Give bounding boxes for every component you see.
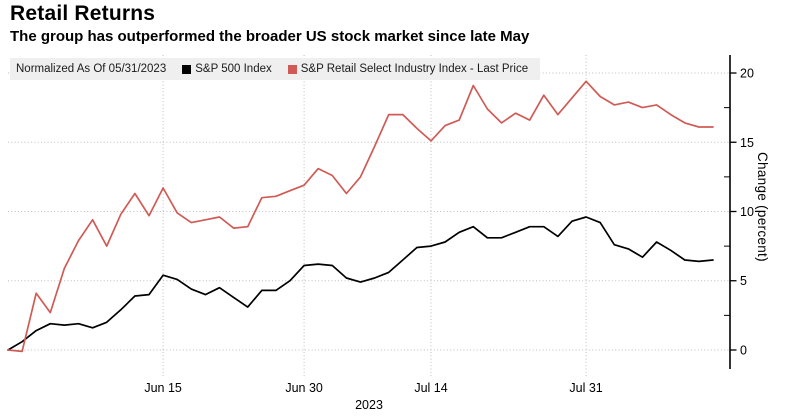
sp500-swatch-icon <box>182 64 192 74</box>
x-tick-label: Jun 30 <box>285 381 323 395</box>
x-tick-label: Jul 14 <box>414 381 447 395</box>
y-axis-title: Change (percent) <box>755 152 770 262</box>
chart-subtitle: The group has outperformed the broader U… <box>10 28 530 45</box>
chart-title: Retail Returns <box>10 2 156 25</box>
x-tick-label: Jun 15 <box>144 381 182 395</box>
retail-swatch-icon <box>287 64 297 74</box>
y-tick-label: 0 <box>740 343 747 357</box>
y-tick-label: 15 <box>740 136 754 150</box>
y-tick-label: 20 <box>740 67 754 81</box>
chart-legend: Normalized As Of 05/31/2023 S&P 500 Inde… <box>10 58 540 80</box>
y-tick-label: 5 <box>740 274 747 288</box>
legend-item-sp500: S&P 500 Index <box>182 63 272 75</box>
legend-item-retail: S&P Retail Select Industry Index - Last … <box>287 63 529 75</box>
x-tick-label: Jul 31 <box>569 381 602 395</box>
retail-series-line <box>7 80 714 353</box>
legend-label-sp500: S&P 500 Index <box>195 63 272 75</box>
y-tick-label: 10 <box>740 205 754 219</box>
legend-label-retail: S&P Retail Select Industry Index - Last … <box>300 63 529 75</box>
legend-normalized-label: Normalized As Of 05/31/2023 <box>16 63 167 75</box>
sp500-series-line <box>7 216 714 351</box>
x-axis-year-label: 2023 <box>355 398 383 412</box>
